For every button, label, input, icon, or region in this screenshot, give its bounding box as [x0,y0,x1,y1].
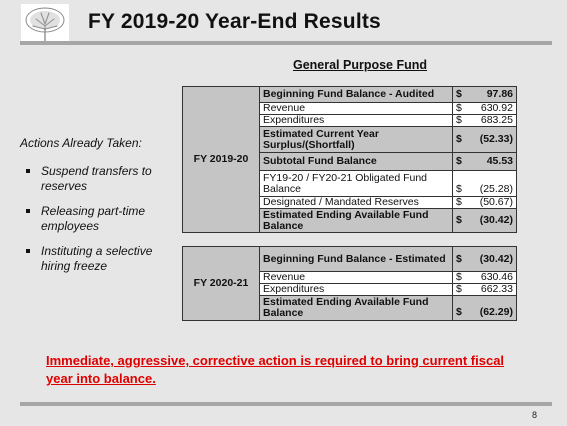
amount: (30.42) [479,214,513,226]
fy2020-table: FY 2020-21 Beginning Fund Balance - Esti… [182,246,517,321]
amount: 630.46 [480,271,513,283]
row-value: $ (62.29) [452,295,517,321]
row-label: Beginning Fund Balance - Audited [259,86,453,103]
header-rule [20,41,552,45]
table-row: Expenditures $662.33 [183,283,517,296]
row-value: $630.92 [452,102,517,115]
dollar-sign: $ [456,155,462,167]
table-row: Expenditures $683.25 [183,114,517,127]
table-row: FY19-20 / FY20-21 Obligated Fund Balance… [183,170,517,197]
amount: 683.25 [480,114,513,126]
action-item-label: Suspend transfers to reserves [41,164,152,193]
amount: (50.67) [479,196,513,208]
year-label: FY 2020-21 [182,246,260,321]
row-label: Revenue [259,102,453,115]
action-item-label: Instituting a selective hiring freeze [41,244,153,273]
amount: 97.86 [486,88,513,100]
footer-rule [20,402,552,406]
amount: 630.92 [480,102,513,114]
dollar-sign: $ [456,283,462,295]
action-item: Instituting a selective hiring freeze [26,244,176,273]
amount: (62.29) [479,306,513,318]
warning-text: Immediate, aggressive, corrective action… [46,353,505,386]
row-label: Designated / Mandated Reserves [259,196,453,209]
row-label: Revenue [259,271,453,284]
dollar-sign: $ [456,102,462,114]
row-label: Estimated Current Year Surplus/(Shortfal… [259,126,453,153]
row-value: $ (52.33) [452,126,517,153]
row-label: Estimated Ending Available Fund Balance [259,295,453,321]
table-row: Estimated Ending Available Fund Balance … [183,295,517,321]
square-bullet-icon [26,169,30,173]
action-item: Suspend transfers to reserves [26,164,176,193]
row-label: Expenditures [259,283,453,296]
action-item: Releasing part-time employees [26,204,176,233]
table-row: Estimated Ending Available Fund Balance … [183,208,517,233]
square-bullet-icon [26,209,30,213]
amount: 45.53 [486,155,513,167]
dollar-sign: $ [456,252,462,265]
square-bullet-icon [26,249,30,253]
slide-title: FY 2019-20 Year-End Results [88,10,381,33]
table-row: Revenue $630.92 [183,102,517,115]
row-value: $662.33 [452,283,517,296]
dollar-sign: $ [456,306,462,318]
dollar-sign: $ [456,271,462,283]
table-row: Revenue $630.46 [183,271,517,284]
row-value: $97.86 [452,86,517,103]
row-value: $683.25 [452,114,517,127]
action-item-label: Releasing part-time employees [41,204,146,233]
dollar-sign: $ [456,114,462,126]
row-value: $45.53 [452,152,517,171]
amount: 662.33 [480,283,513,295]
dollar-sign: $ [456,133,462,145]
dollar-sign: $ [456,88,462,100]
table-row: Designated / Mandated Reserves $ (50.67) [183,196,517,209]
row-value: $ (30.42) [452,208,517,233]
actions-list: Suspend transfers to reserves Releasing … [26,164,176,284]
fund-title: General Purpose Fund [292,58,428,72]
table-row: FY 2019-20 Beginning Fund Balance - Audi… [182,86,517,233]
amount: (30.42) [479,252,513,265]
year-label: FY 2019-20 [182,86,260,233]
row-value: $ (30.42) [452,246,517,272]
row-label: Estimated Ending Available Fund Balance [259,208,453,233]
dollar-sign: $ [456,214,462,226]
page-number: 8 [532,410,538,420]
row-value: $630.46 [452,271,517,284]
table-row: Subtotal Fund Balance $45.53 [183,152,517,171]
row-label: Subtotal Fund Balance [259,152,453,171]
row-label: FY19-20 / FY20-21 Obligated Fund Balance [259,170,453,197]
dollar-sign: $ [456,196,462,208]
row-label: Beginning Fund Balance - Estimated [259,246,453,272]
dollar-sign: $ [456,183,462,195]
row-label: Expenditures [259,114,453,127]
row-value: $ (25.28) [452,170,517,197]
amount: (52.33) [479,133,513,145]
fy2019-table: FY 2019-20 Beginning Fund Balance - Audi… [182,86,517,233]
table-row: FY 2020-21 Beginning Fund Balance - Esti… [182,246,517,321]
amount: (25.28) [479,183,513,195]
oak-tree-logo-icon [21,4,69,44]
row-value: $ (50.67) [452,196,517,209]
actions-title: Actions Already Taken: [20,136,142,150]
